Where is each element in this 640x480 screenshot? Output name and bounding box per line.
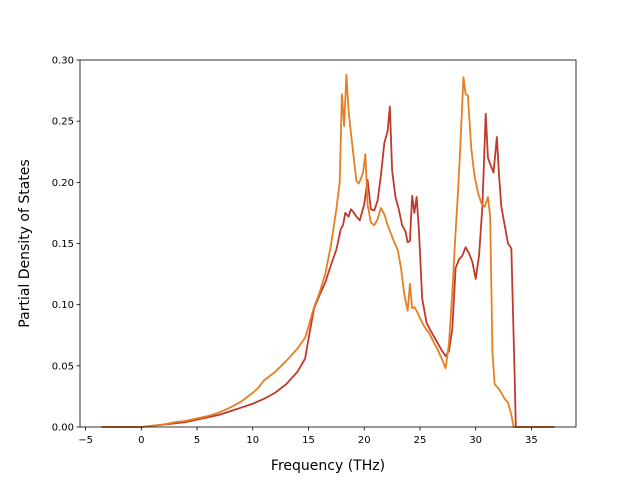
series-line-2 <box>101 73 555 428</box>
x-tick-label: 10 <box>246 435 259 446</box>
y-tick-label: 0.25 <box>52 117 74 128</box>
x-axis-label: Frequency (THz) <box>271 458 385 474</box>
x-tick-label: 25 <box>414 435 427 446</box>
x-tick-label: 35 <box>525 435 538 446</box>
y-tick-label: 0.05 <box>52 361 74 372</box>
y-axis: 0.00 0.05 0.10 0.15 0.20 0.25 0.30 <box>52 56 80 434</box>
series-line-1 <box>101 105 555 428</box>
y-tick-label: 0.00 <box>52 423 74 434</box>
y-tick-label: 0.30 <box>52 56 74 67</box>
y-tick-label: 0.10 <box>52 300 74 311</box>
x-tick-label: 30 <box>469 435 482 446</box>
x-tick-label: 20 <box>358 435 371 446</box>
x-tick-label: 15 <box>302 435 315 446</box>
y-tick-label: 0.15 <box>52 239 74 250</box>
y-tick-label: 0.20 <box>52 178 74 189</box>
x-tick-label: 0 <box>138 435 144 446</box>
x-tick-label: −5 <box>78 435 93 446</box>
x-axis: −5 0 5 10 15 20 25 30 35 <box>78 427 538 446</box>
x-tick-label: 5 <box>194 435 200 446</box>
plot-frame <box>79 59 577 428</box>
series-group <box>101 73 555 428</box>
plot-area <box>79 59 577 428</box>
y-axis-label: Partial Density of States <box>17 159 33 327</box>
